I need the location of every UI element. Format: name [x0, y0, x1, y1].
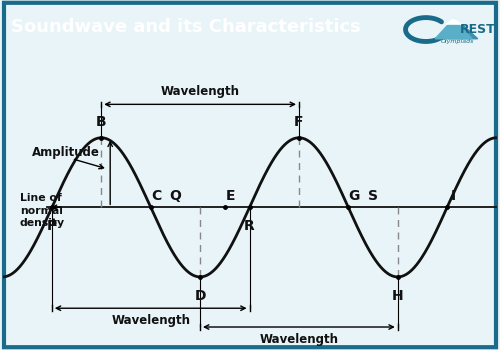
Polygon shape — [435, 19, 472, 39]
Text: B: B — [96, 116, 106, 130]
Text: REST: REST — [460, 23, 496, 36]
Text: S: S — [368, 189, 378, 203]
Text: P: P — [47, 219, 57, 233]
Text: I: I — [450, 189, 456, 203]
Text: Wavelength: Wavelength — [160, 85, 240, 98]
Text: R: R — [244, 219, 255, 233]
Text: D: D — [194, 289, 206, 303]
Text: H: H — [392, 289, 404, 303]
Text: Line of
normal
density: Line of normal density — [20, 194, 65, 228]
Polygon shape — [342, 32, 352, 51]
Text: E: E — [226, 189, 235, 203]
Polygon shape — [446, 19, 461, 24]
Text: Wavelength: Wavelength — [111, 315, 190, 328]
Text: Soundwave and its Characteristics: Soundwave and its Characteristics — [10, 18, 360, 36]
Text: G: G — [348, 189, 360, 203]
Text: Olympiads: Olympiads — [440, 39, 474, 44]
Text: F: F — [294, 116, 304, 130]
Polygon shape — [448, 25, 478, 39]
Text: Amplitude: Amplitude — [32, 146, 100, 159]
Text: Wavelength: Wavelength — [260, 333, 338, 346]
Text: C: C — [152, 189, 162, 203]
Text: Q: Q — [170, 189, 181, 203]
